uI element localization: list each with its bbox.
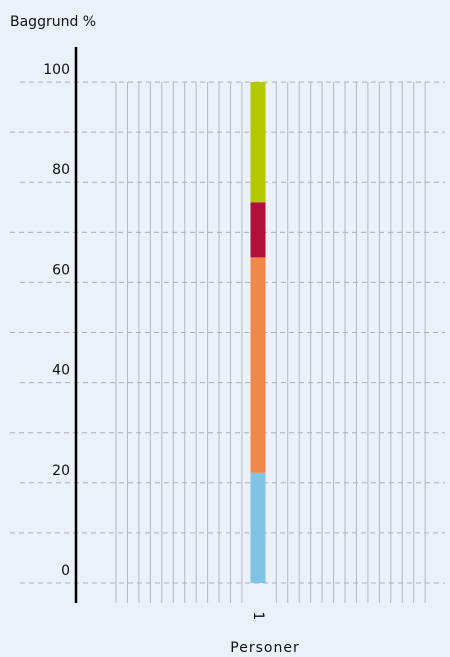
bar-segment	[250, 82, 266, 203]
bar-segment	[250, 257, 266, 473]
bar-segment	[250, 472, 266, 583]
x-tick-label: 1	[250, 612, 266, 621]
x-axis-label: Personer	[230, 640, 299, 656]
chart-title: Baggrund %	[10, 14, 96, 30]
y-tick-label: 100	[43, 62, 70, 78]
y-tick-label: 60	[52, 262, 70, 278]
y-tick-label: 0	[61, 563, 70, 579]
y-tick-label: 80	[52, 162, 70, 178]
bar-segment	[250, 202, 266, 258]
y-tick-label: 20	[52, 463, 70, 479]
vertical-lines	[115, 82, 426, 603]
y-tick-label: 40	[52, 363, 70, 379]
